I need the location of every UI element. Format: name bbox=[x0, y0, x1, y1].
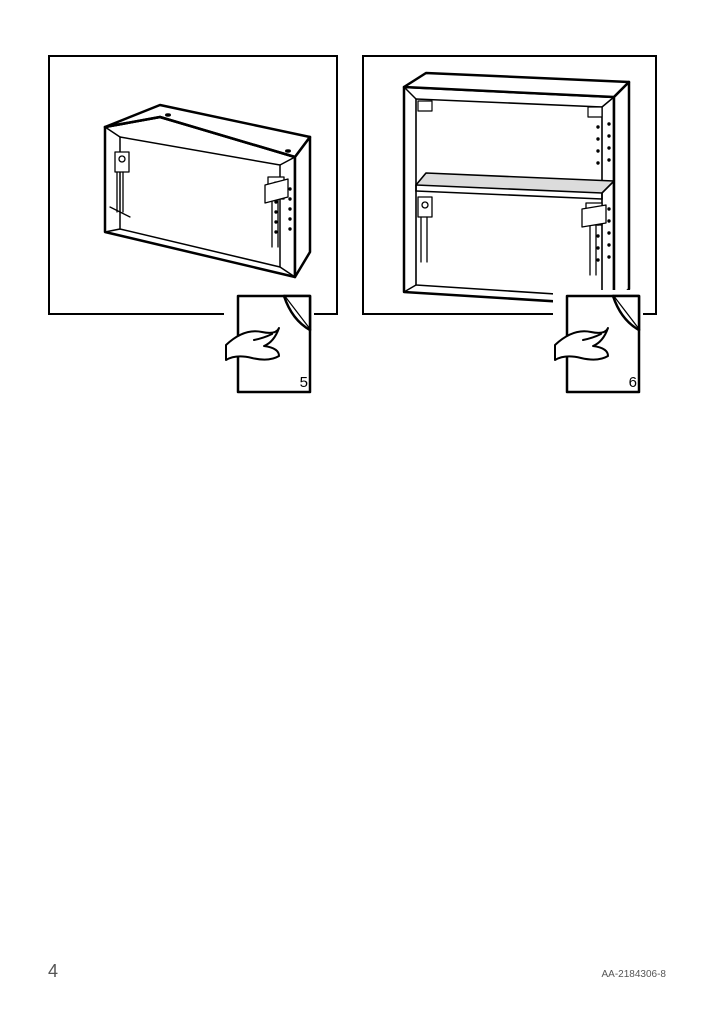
document-id: AA-2184306-8 bbox=[602, 969, 667, 980]
instruction-panel-right bbox=[362, 55, 657, 315]
page-number: 4 bbox=[48, 961, 58, 982]
cabinet-short-diagram bbox=[50, 57, 340, 317]
callout-number: 5 bbox=[300, 374, 308, 391]
callout-number: 6 bbox=[629, 374, 637, 391]
see-booklet-callout-left: 5 bbox=[224, 290, 314, 395]
see-booklet-callout-right: 6 bbox=[553, 290, 643, 395]
instruction-panel-left bbox=[48, 55, 338, 315]
cabinet-tall-diagram bbox=[364, 57, 659, 317]
